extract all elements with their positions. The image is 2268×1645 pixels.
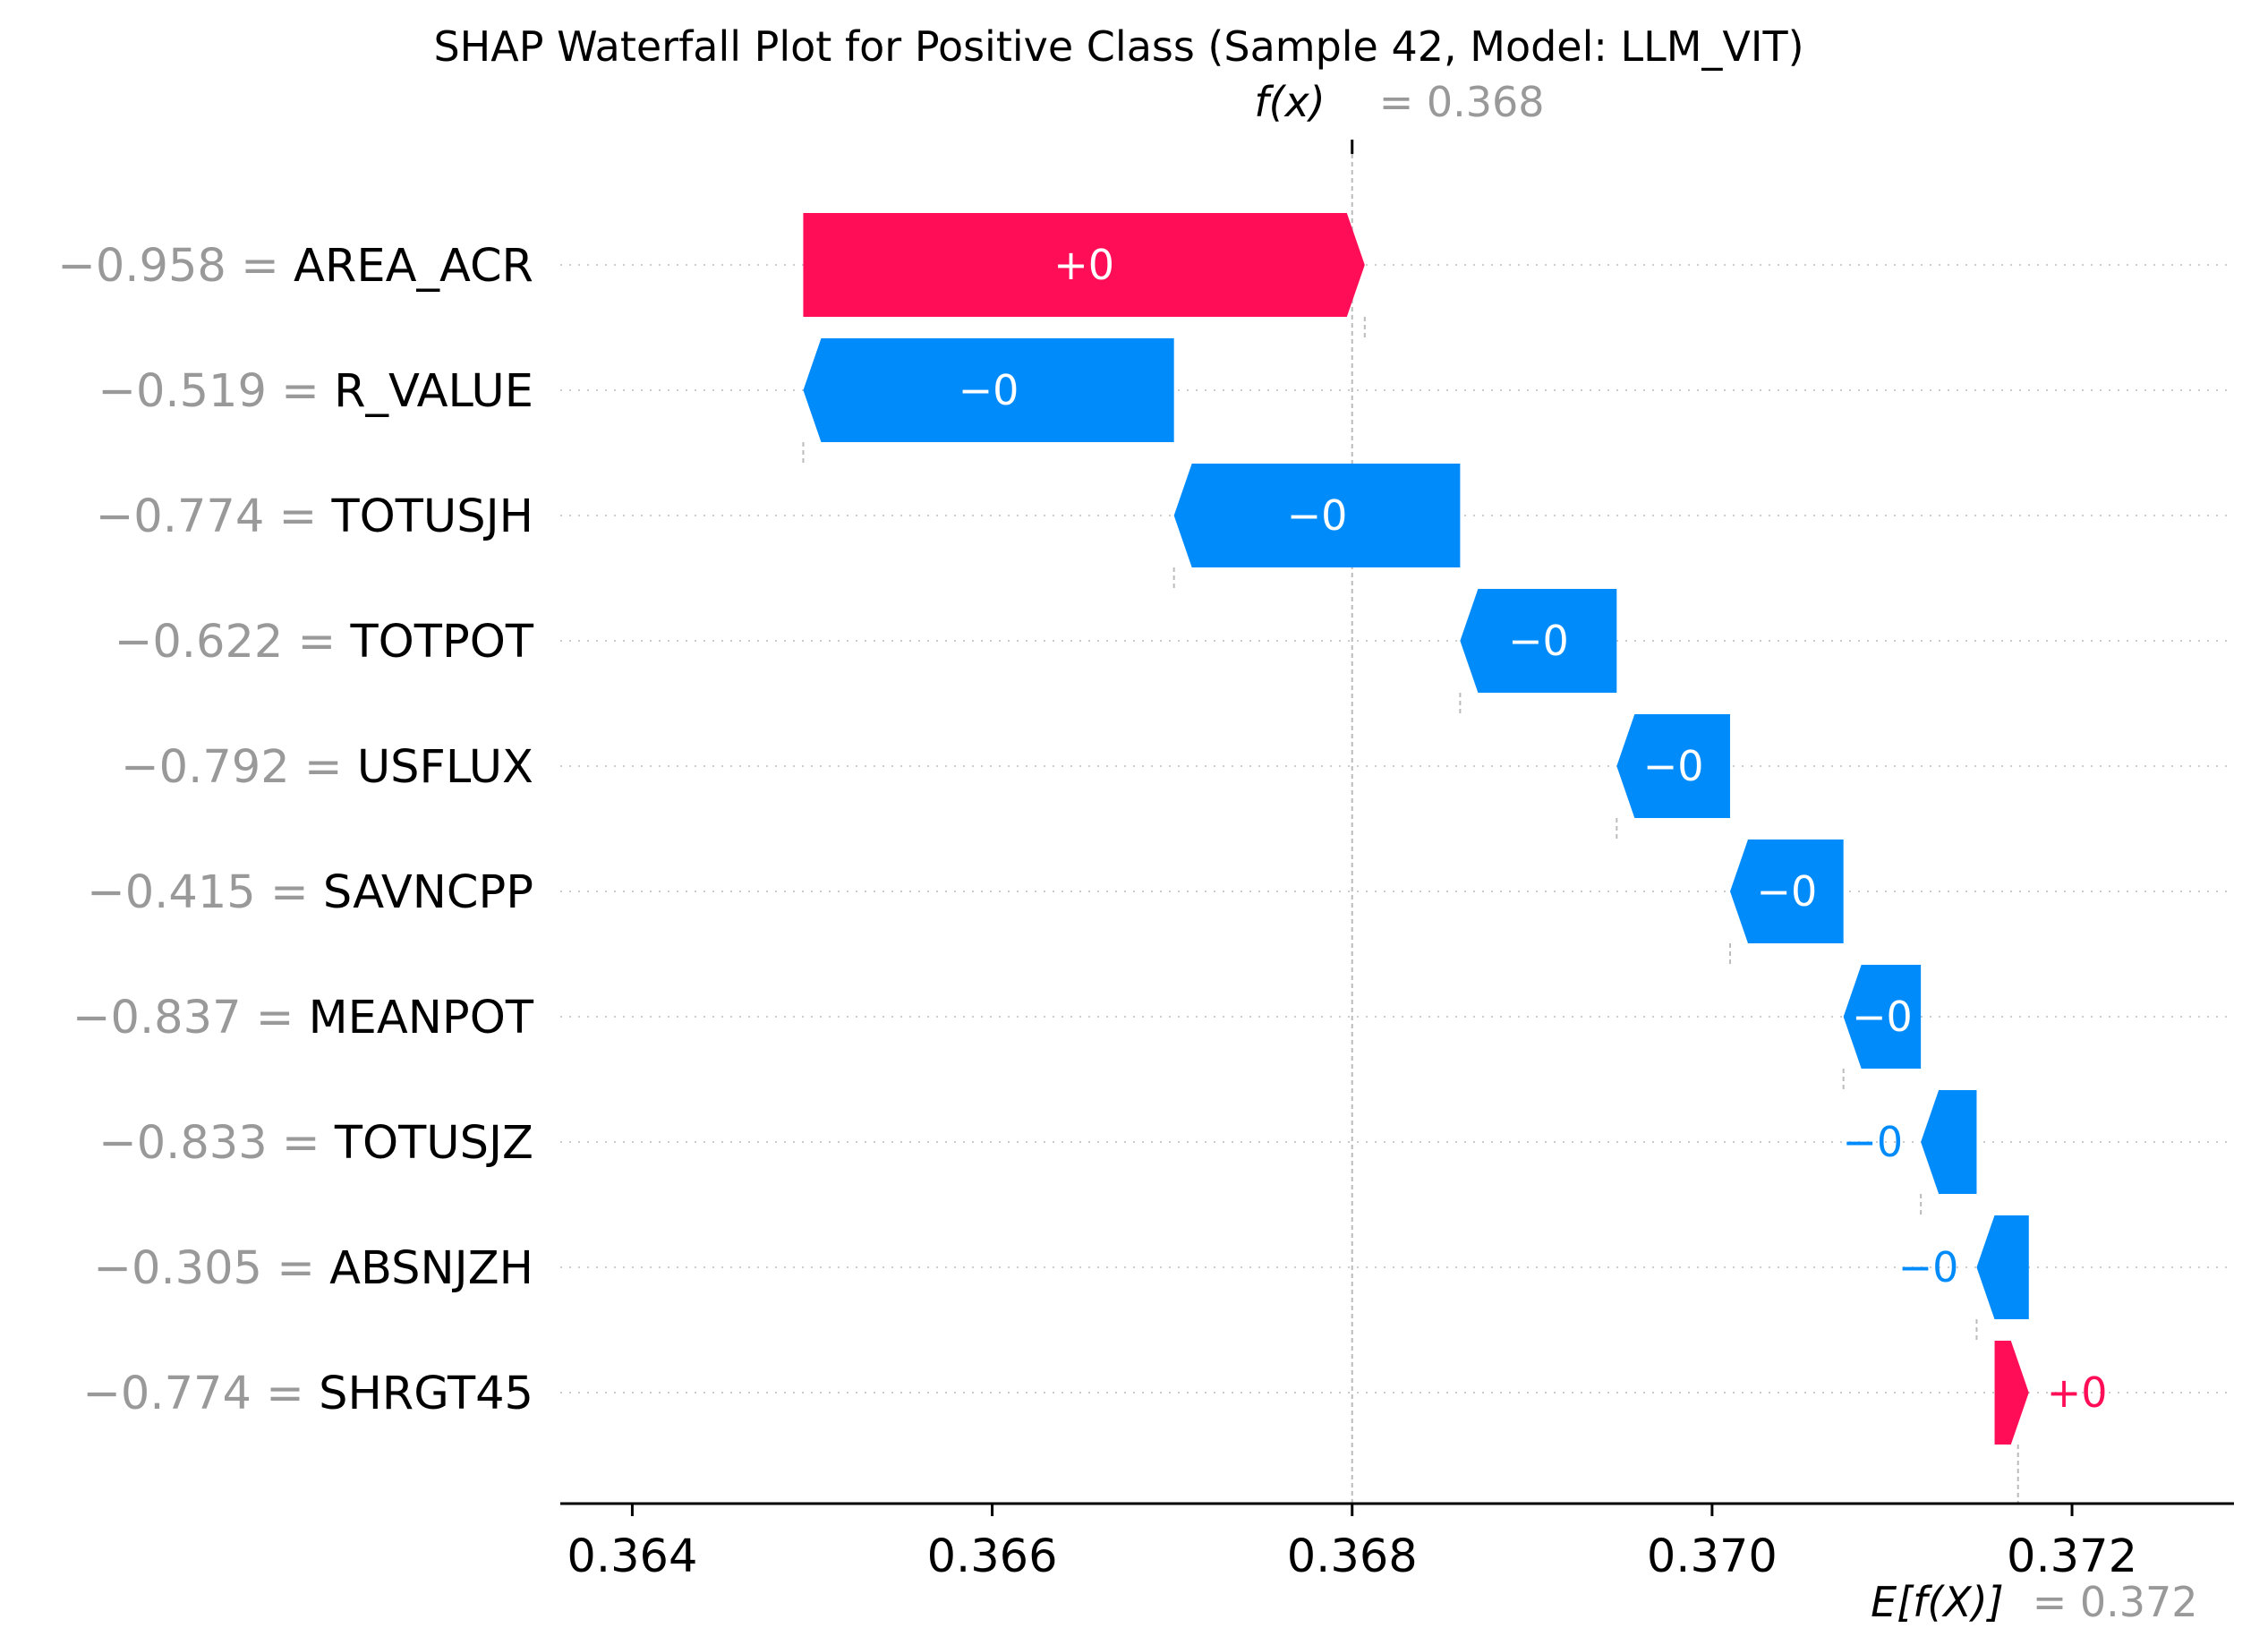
feature-name: TOTPOT bbox=[350, 616, 534, 669]
x-axis: 0.364 0.366 0.368 0.370 0.372 bbox=[560, 1502, 2234, 1583]
feature-name: USFLUX bbox=[357, 741, 533, 794]
feature-label: −0.833 = TOTUSJZ bbox=[98, 1117, 533, 1170]
feature-label: −0.305 = ABSNJZH bbox=[93, 1242, 533, 1295]
bar-shrgt45 bbox=[1994, 1341, 2029, 1445]
bar-value-label: −0 bbox=[1643, 742, 1704, 790]
feature-value: −0.774 = bbox=[96, 490, 332, 543]
x-tick-label: 0.370 bbox=[1647, 1530, 1778, 1583]
bar-value-label: −0 bbox=[1852, 993, 1913, 1041]
feature-value: −0.774 = bbox=[82, 1368, 319, 1420]
feature-labels: −0.958 = AREA_ACR −0.519 = R_VALUE −0.774 … bbox=[57, 240, 534, 1420]
x-tick-label: 0.372 bbox=[2007, 1530, 2137, 1583]
bar-totusjz bbox=[1921, 1090, 1977, 1194]
feature-name: ABSNJZH bbox=[329, 1242, 533, 1295]
reference-lines bbox=[1351, 140, 2019, 1504]
feature-label: −0.837 = MEANPOT bbox=[72, 992, 534, 1044]
expected-value-value: = 0.372 bbox=[2033, 1578, 2198, 1626]
bar-value-label: −0 bbox=[1842, 1118, 1903, 1166]
x-tick-label: 0.366 bbox=[927, 1530, 1058, 1583]
ex-footer: E[f(X)] = 0.372 bbox=[1871, 1578, 2197, 1626]
feature-value: −0.305 = bbox=[93, 1242, 329, 1295]
feature-name: TOTUSJH bbox=[330, 490, 533, 543]
bar-value-label: −0 bbox=[1508, 617, 1569, 665]
bar-area-acr bbox=[803, 213, 1365, 317]
bar-meanpot bbox=[1843, 965, 1922, 1069]
bar-value-label: −0 bbox=[1898, 1243, 1959, 1291]
feature-name: AREA_ACR bbox=[294, 240, 533, 293]
feature-value: −0.519 = bbox=[98, 365, 334, 418]
bar-value-label: −0 bbox=[1756, 867, 1817, 916]
feature-label: −0.958 = AREA_ACR bbox=[57, 240, 533, 293]
feature-label: −0.792 = USFLUX bbox=[121, 741, 533, 794]
bar-labels: +0 −0 −0 −0 −0 −0 −0 −0 −0 +0 bbox=[959, 241, 2108, 1417]
chart-title: SHAP Waterfall Plot for Positive Class (… bbox=[433, 22, 1803, 71]
bar-value-label: +0 bbox=[2047, 1368, 2108, 1417]
feature-label: −0.774 = TOTUSJH bbox=[96, 490, 533, 543]
feature-label: −0.622 = TOTPOT bbox=[115, 616, 534, 669]
feature-value: −0.415 = bbox=[87, 866, 323, 919]
feature-name: SAVNCPP bbox=[323, 866, 533, 919]
bar-totpot bbox=[1460, 589, 1617, 693]
bar-absnjzh bbox=[1976, 1215, 2029, 1319]
feature-value: −0.792 = bbox=[121, 741, 357, 794]
bar-savncpp bbox=[1729, 840, 1844, 943]
feature-name: TOTUSJZ bbox=[334, 1117, 533, 1170]
row-gridlines bbox=[560, 264, 2234, 1394]
connector-lines bbox=[802, 317, 1978, 1341]
feature-name: R_VALUE bbox=[334, 365, 533, 418]
fx-label: f(x) bbox=[1254, 78, 1325, 126]
bar-value-label: −0 bbox=[959, 366, 1019, 414]
feature-value: −0.958 = bbox=[57, 240, 294, 293]
feature-value: −0.833 = bbox=[98, 1117, 335, 1170]
x-tick-label: 0.368 bbox=[1287, 1530, 1418, 1583]
fx-header: f(x) = 0.368 bbox=[1254, 78, 1544, 126]
bar-totusjh bbox=[1173, 464, 1461, 567]
bar-r-value bbox=[803, 338, 1174, 442]
feature-label: −0.519 = R_VALUE bbox=[98, 365, 533, 418]
expected-value-label: E[f(X)] bbox=[1871, 1578, 2004, 1626]
x-tick-label: 0.364 bbox=[567, 1530, 697, 1583]
feature-label: −0.774 = SHRGT45 bbox=[82, 1368, 533, 1420]
fx-value: = 0.368 bbox=[1379, 78, 1545, 126]
feature-label: −0.415 = SAVNCPP bbox=[87, 866, 533, 919]
bar-value-label: −0 bbox=[1287, 491, 1348, 540]
bar-usflux bbox=[1616, 714, 1730, 818]
feature-value: −0.837 = bbox=[72, 992, 309, 1044]
feature-name: SHRGT45 bbox=[319, 1368, 533, 1420]
bar-value-label: +0 bbox=[1053, 241, 1114, 289]
feature-name: MEANPOT bbox=[309, 992, 534, 1044]
bars bbox=[803, 213, 2029, 1445]
feature-value: −0.622 = bbox=[115, 616, 351, 669]
